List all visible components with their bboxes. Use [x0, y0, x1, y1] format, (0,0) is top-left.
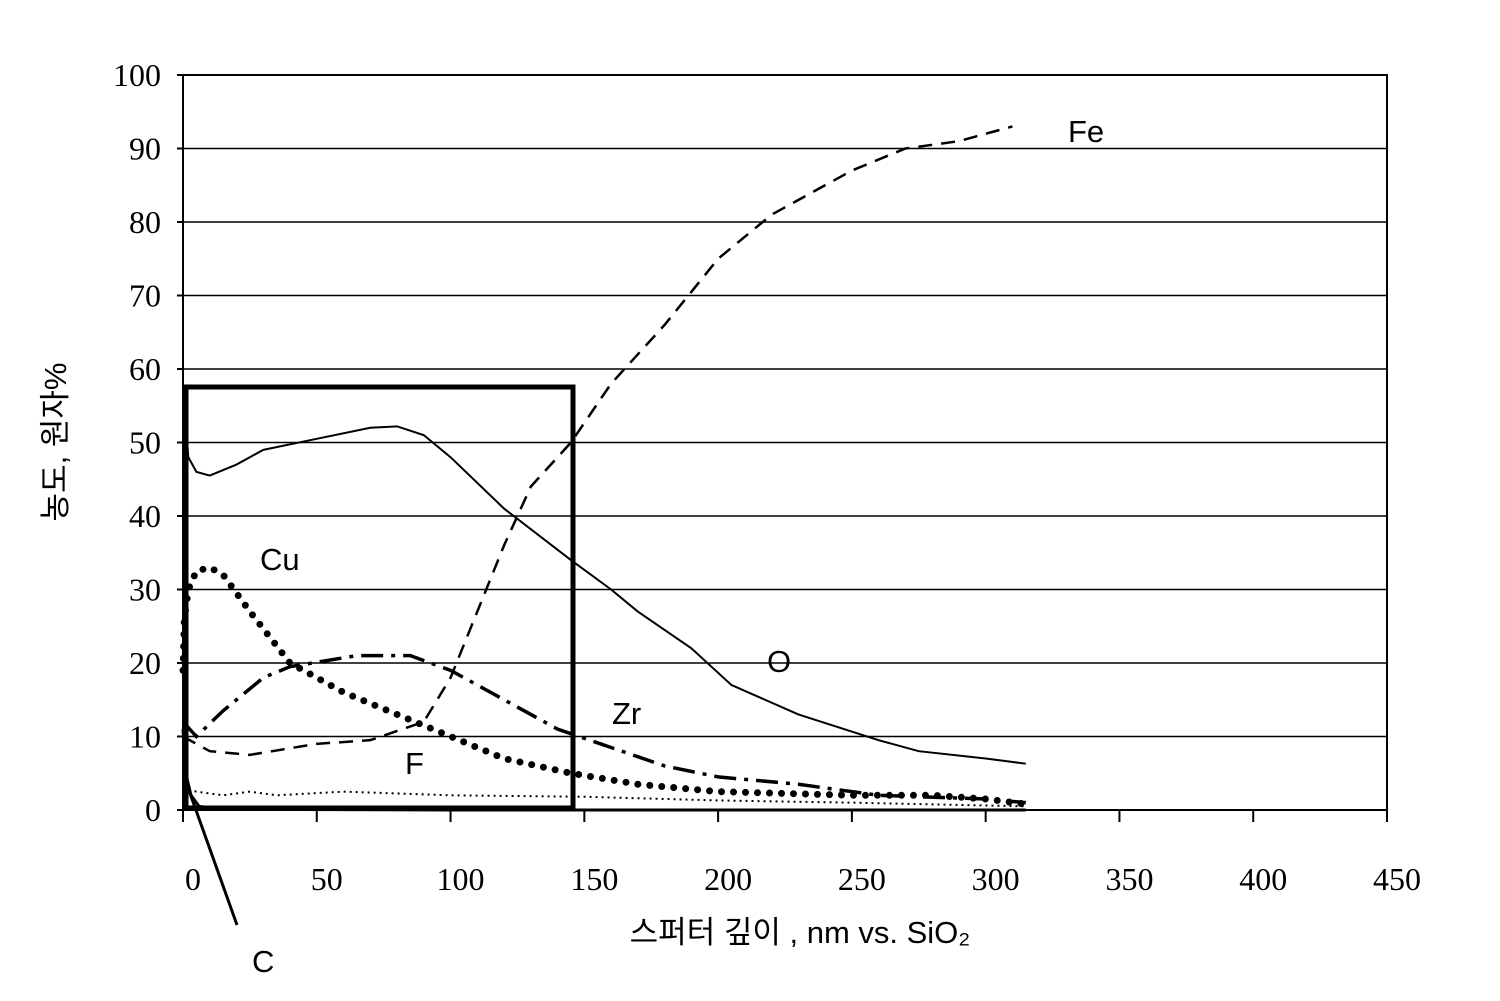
y-tick-label: 20	[129, 645, 161, 681]
x-tick-label: 250	[838, 861, 886, 897]
y-tick-label: 30	[129, 572, 161, 608]
x-tick-label: 0	[185, 861, 201, 897]
x-tick-label: 50	[311, 861, 343, 897]
series-label: Zr	[612, 696, 641, 731]
y-tick-label: 80	[129, 204, 161, 240]
series-label: Cu	[260, 542, 300, 577]
x-axis-label: 스퍼터 깊이 , nm vs. SiO₂	[630, 915, 971, 950]
series-label: Fe	[1068, 114, 1104, 149]
x-tick-label: 200	[704, 861, 752, 897]
y-tick-label: 50	[129, 425, 161, 461]
x-tick-label: 400	[1239, 861, 1287, 897]
y-tick-label: 10	[129, 719, 161, 755]
x-tick-label: 350	[1105, 861, 1153, 897]
x-tick-label: 450	[1373, 861, 1421, 897]
y-tick-label: 100	[113, 57, 161, 93]
series-label: O	[767, 644, 791, 679]
series-label: F	[405, 746, 424, 781]
y-tick-label: 60	[129, 351, 161, 387]
x-tick-label: 100	[437, 861, 485, 897]
x-tick-label: 150	[570, 861, 618, 897]
x-tick-label: 300	[972, 861, 1020, 897]
y-tick-label: 70	[129, 278, 161, 314]
y-tick-label: 40	[129, 498, 161, 534]
y-axis-label: 농도, 원자%	[38, 363, 73, 522]
y-tick-label: 0	[145, 792, 161, 828]
y-tick-label: 90	[129, 131, 161, 167]
series-label: C	[252, 944, 274, 979]
